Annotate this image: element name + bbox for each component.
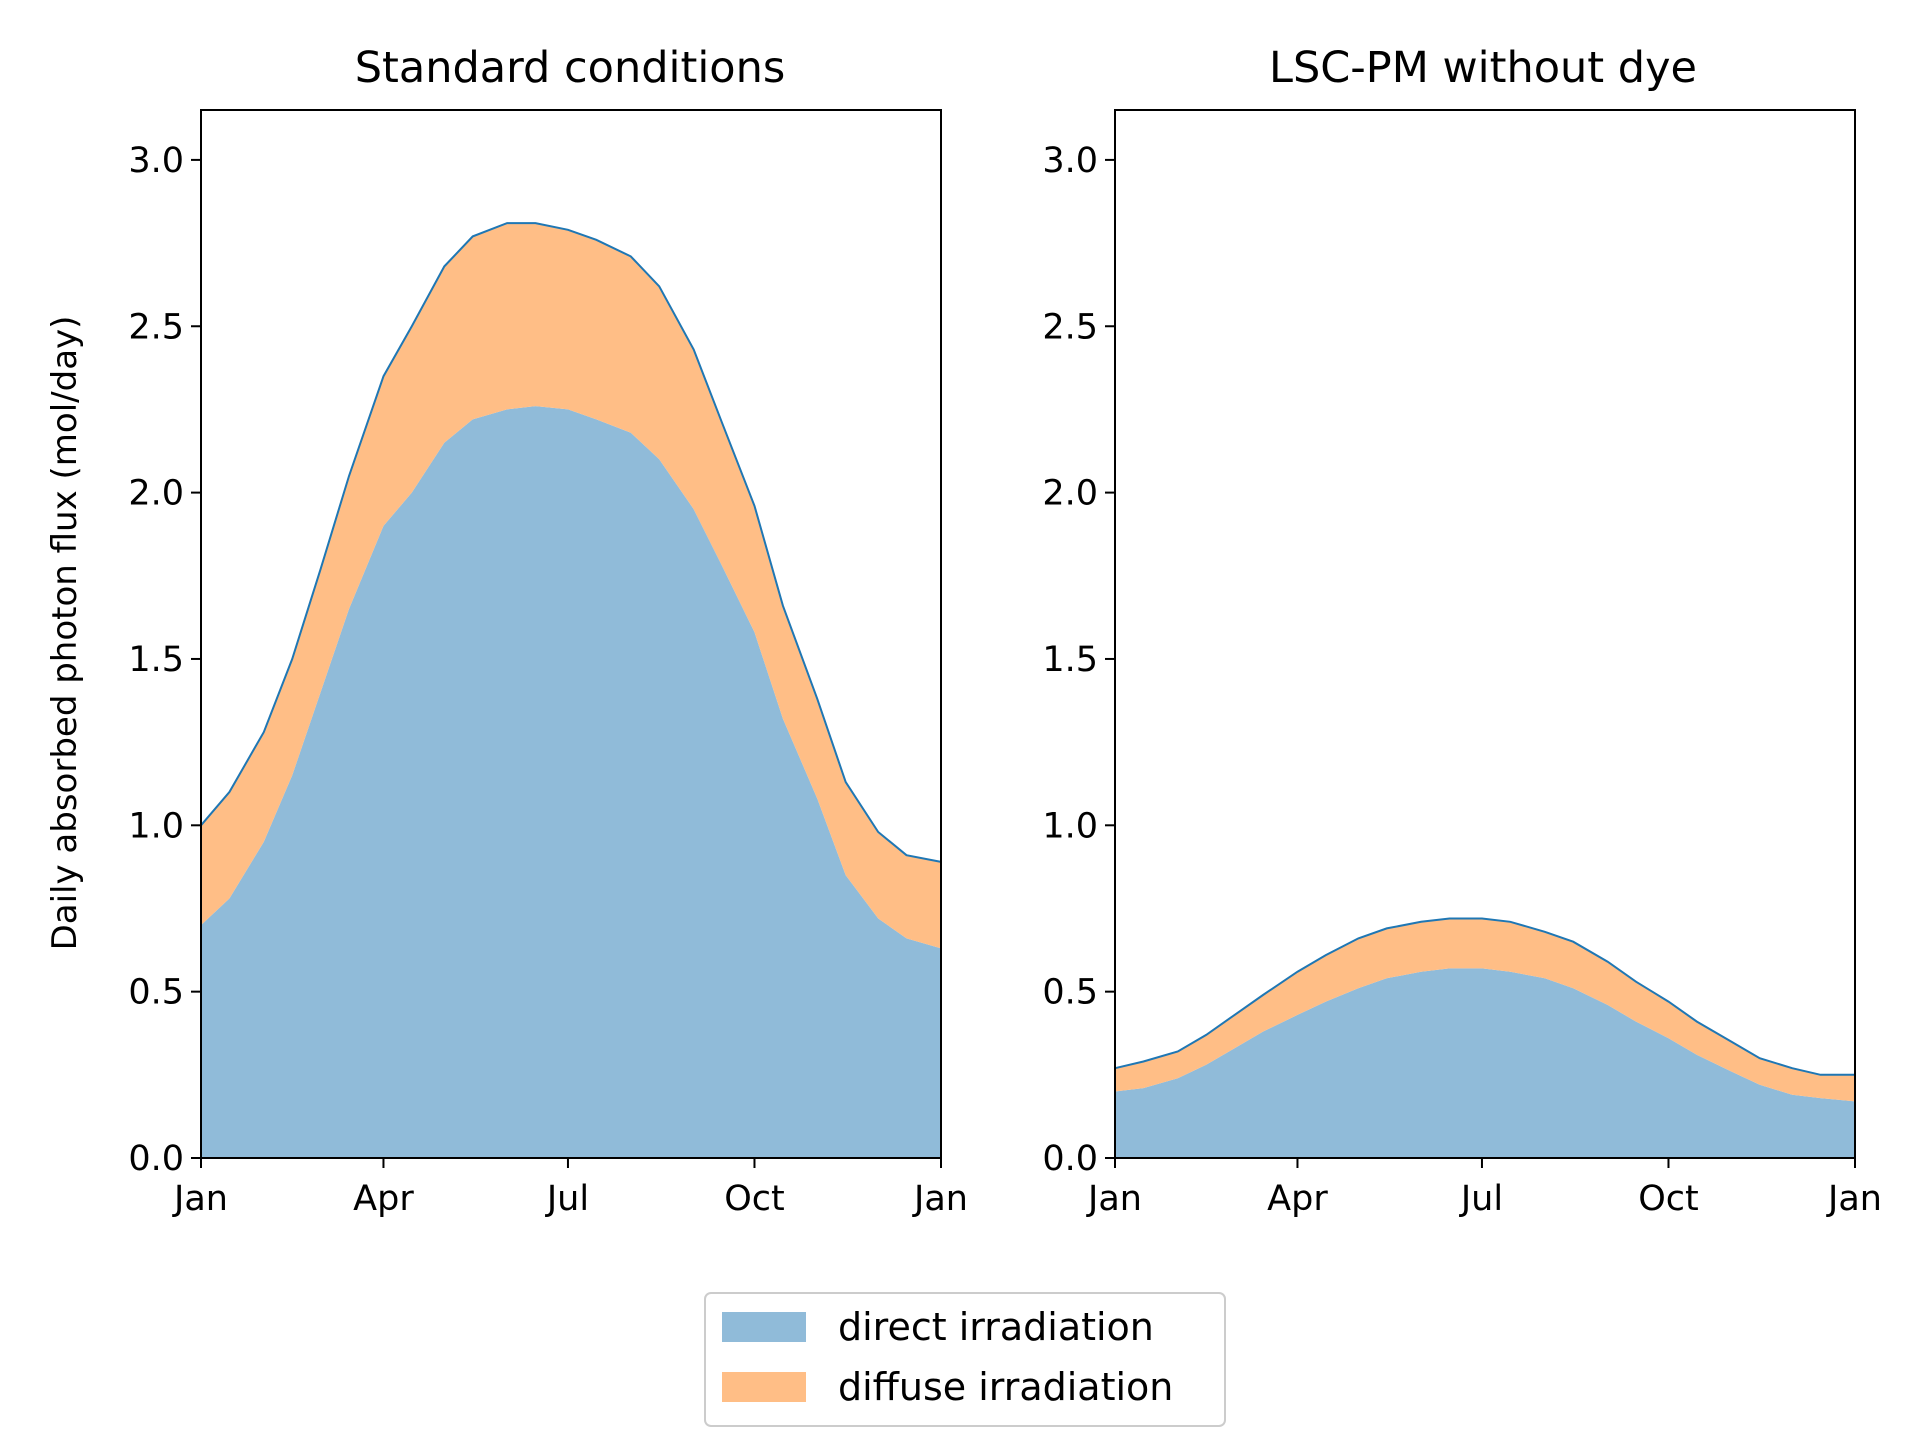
y-tick-label: 2.0 xyxy=(128,474,184,514)
x-tick-label: Jan xyxy=(172,1179,228,1219)
legend-label-direct: direct irradiation xyxy=(838,1305,1154,1349)
y-tick-label: 2.5 xyxy=(1042,307,1098,347)
chart-lsc-pm-without-dye: Jan Apr Jul Oct Jan 0.0 0.5 1.0 1.5 2.0 2.5 3.0 LS… xyxy=(1042,43,1882,1219)
area-layer xyxy=(201,223,941,1159)
x-tick-label: Jan xyxy=(912,1179,968,1219)
total-flux-line xyxy=(1114,917,1855,1076)
y-tick-label: 0.5 xyxy=(1042,973,1098,1013)
y-tick-label: 2.5 xyxy=(128,307,184,347)
area-layer xyxy=(1115,918,1855,1158)
chart-title: Standard conditions xyxy=(355,43,786,93)
legend-frame xyxy=(704,1292,1226,1427)
x-tick-label: Oct xyxy=(1638,1179,1699,1219)
x-axis-ticks: Jan Apr Jul Oct Jan xyxy=(1086,1158,1882,1219)
legend: direct irradiation diffuse irradiation xyxy=(704,1292,1226,1427)
x-tick-label: Apr xyxy=(353,1179,414,1219)
x-tick-label: Apr xyxy=(1267,1179,1328,1219)
area-direct-irradiation xyxy=(201,406,941,1159)
area-diffuse-irradiation xyxy=(201,223,941,949)
y-tick-label: 1.0 xyxy=(1042,806,1098,846)
total-line-layer xyxy=(1114,917,1855,1076)
y-tick-label: 1.5 xyxy=(128,640,184,680)
total-line-layer xyxy=(200,222,942,863)
x-tick-label: Oct xyxy=(724,1179,785,1219)
x-tick-label: Jul xyxy=(545,1179,589,1219)
y-tick-label: 1.5 xyxy=(1042,640,1098,680)
y-axis-ticks: 0.0 0.5 1.0 1.5 2.0 2.5 3.0 xyxy=(1042,141,1115,1179)
legend-swatch-direct xyxy=(722,1312,806,1342)
y-tick-label: 2.0 xyxy=(1042,474,1098,514)
x-tick-label: Jan xyxy=(1086,1179,1142,1219)
axes-frame xyxy=(200,109,942,1159)
total-flux-line xyxy=(200,222,942,863)
x-axis-ticks: Jan Apr Jul Oct Jan xyxy=(172,1158,968,1219)
y-tick-label: 3.0 xyxy=(128,141,184,181)
y-tick-label: 0.5 xyxy=(128,973,184,1013)
y-tick-label: 1.0 xyxy=(128,806,184,846)
y-axis-label: Daily absorbed photon flux (mol/day) xyxy=(45,316,85,951)
legend-swatch-diffuse xyxy=(722,1372,806,1402)
area-diffuse-irradiation xyxy=(1115,918,1855,1102)
axes-frame xyxy=(1114,109,1856,1159)
chart-title: LSC-PM without dye xyxy=(1269,43,1697,93)
y-tick-label: 0.0 xyxy=(128,1139,184,1179)
y-axis-ticks: 0.0 0.5 1.0 1.5 2.0 2.5 3.0 xyxy=(128,141,201,1179)
x-tick-label: Jan xyxy=(1826,1179,1882,1219)
y-tick-label: 3.0 xyxy=(1042,141,1098,181)
y-tick-label: 0.0 xyxy=(1042,1139,1098,1179)
legend-label-diffuse: diffuse irradiation xyxy=(838,1365,1173,1409)
area-direct-irradiation xyxy=(1115,968,1855,1158)
x-tick-label: Jul xyxy=(1459,1179,1503,1219)
chart-standard-conditions: Jan Apr Jul Oct Jan 0.0 0.5 1.0 1.5 2.0 2.5 3.0 St… xyxy=(45,43,968,1219)
